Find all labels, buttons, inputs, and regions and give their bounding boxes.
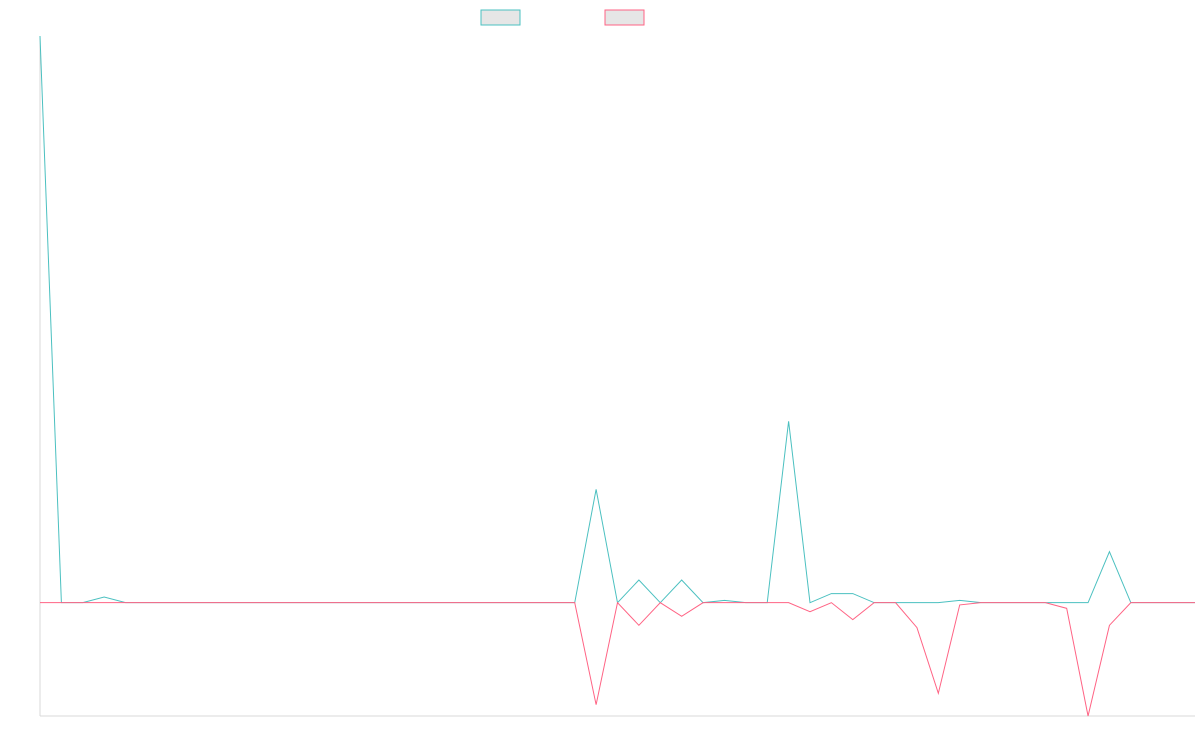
legend-swatch-series-1[interactable] [480, 9, 521, 26]
plot-area [39, 35, 1195, 717]
series-line-2 [40, 601, 1195, 717]
series-line-1 [39, 35, 1195, 604]
legend [480, 9, 645, 26]
legend-swatch-series-2[interactable] [604, 9, 645, 26]
